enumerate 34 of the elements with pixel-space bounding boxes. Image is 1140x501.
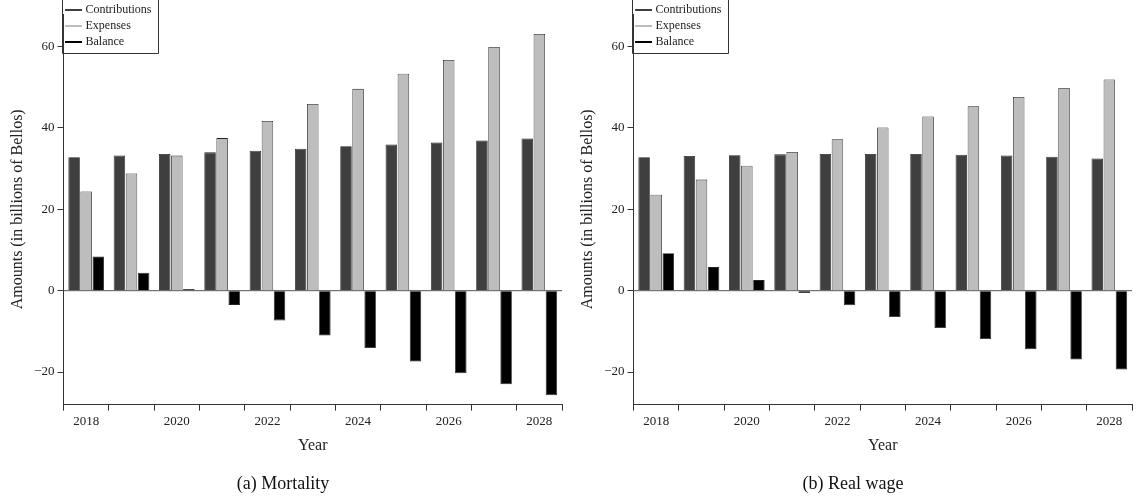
y-tick-label: 0	[618, 282, 625, 298]
x-tick-label: 2022	[824, 412, 851, 428]
y-tick-label: 60	[41, 37, 55, 53]
x-tick-label: 2024	[345, 412, 372, 428]
x-tick-label: 2018	[643, 412, 670, 428]
legend-label: Balance	[85, 34, 125, 49]
y-tick-label: 40	[611, 119, 625, 135]
y-tick-label: −20	[34, 363, 55, 379]
legend-label: Contributions	[85, 2, 152, 17]
y-tick-label: 40	[41, 119, 55, 135]
x-tick-label: 2024	[915, 412, 942, 428]
text: (b) Real wage	[802, 472, 904, 494]
x-tick-label: 2018	[73, 412, 100, 428]
x-tick-label: 2026	[1005, 412, 1033, 428]
x-axis-title: Year	[298, 436, 329, 453]
x-tick-label: 2028	[526, 412, 553, 428]
x-tick-label: 2020	[163, 412, 190, 428]
x-tick-label: 2026	[435, 412, 463, 428]
x-axis-title: Year	[868, 436, 899, 453]
legend-label: Contributions	[655, 2, 722, 17]
legend-label: Expenses	[85, 18, 132, 33]
y-axis-title: Amounts (in billions of Bellos)	[577, 109, 596, 310]
y-tick-label: 60	[611, 37, 625, 53]
y-tick-label: 20	[41, 200, 55, 216]
x-tick-label: 2028	[1096, 412, 1123, 428]
legend-label: Balance	[655, 34, 695, 49]
y-tick-label: 0	[48, 282, 55, 298]
text: (a) Mortality	[236, 472, 330, 494]
y-axis-title: Amounts (in billions of Bellos)	[7, 109, 26, 310]
x-tick-label: 2020	[733, 412, 760, 428]
y-tick-label: −20	[604, 363, 625, 379]
x-tick-label: 2022	[254, 412, 281, 428]
legend-label: Expenses	[655, 18, 702, 33]
y-tick-label: 20	[611, 200, 625, 216]
